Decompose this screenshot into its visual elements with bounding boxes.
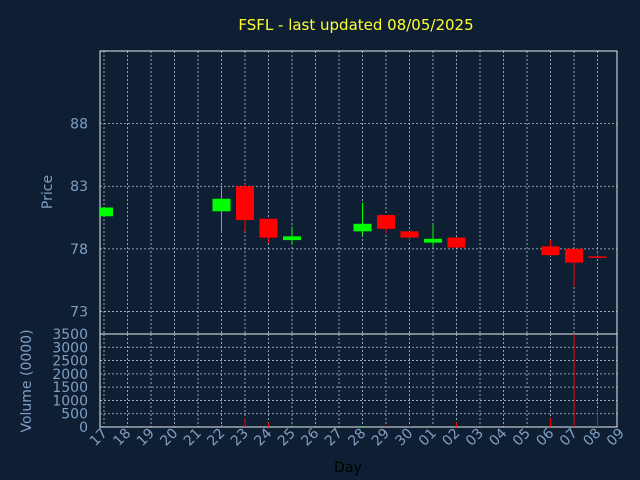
price-tick-label: 73 xyxy=(70,304,88,320)
candle-body xyxy=(447,237,466,248)
volume-panel-frame xyxy=(99,333,618,428)
volume-tick-label: 2000 xyxy=(52,367,88,383)
chart-title: FSFL - last updated 08/05/2025 xyxy=(238,16,473,34)
volume-tick-label: 3500 xyxy=(52,327,88,343)
candle-body xyxy=(424,238,442,243)
price-axis-ticks: 73 78 83 88 xyxy=(70,117,88,321)
day-axis-label: Day xyxy=(334,460,362,476)
candle-body xyxy=(377,215,395,229)
day-axis-ticks: 17 18 19 20 21 22 23 24 25 26 27 28 29 30 01 02 03 04 05 06… xyxy=(87,425,628,449)
candle-body xyxy=(353,223,372,232)
price-tick-label: 83 xyxy=(70,179,88,195)
volume-tick-label: 1500 xyxy=(52,380,88,396)
price-tick-label: 78 xyxy=(70,242,88,258)
volume-tick-label: 2500 xyxy=(52,354,88,370)
volume-tick-label: 0 xyxy=(79,420,88,436)
candle-body xyxy=(212,198,231,212)
candle-body xyxy=(100,207,113,217)
volume-axis-label: Volume (0000) xyxy=(19,329,35,432)
price-tick-label: 88 xyxy=(70,117,88,133)
volume-tick-label: 1000 xyxy=(52,393,88,409)
volume-tick-label: 500 xyxy=(61,407,88,423)
price-axis-label: Price xyxy=(40,175,56,209)
candle-body xyxy=(259,218,278,238)
volume-bars xyxy=(103,334,598,427)
volume-grid xyxy=(100,334,617,427)
volume-tick-label: 3000 xyxy=(52,340,88,356)
candle-body xyxy=(541,246,560,256)
candle-body xyxy=(400,231,419,238)
candle-body xyxy=(283,236,301,241)
candle-body xyxy=(565,248,583,263)
candle-body xyxy=(236,186,254,221)
candles xyxy=(100,183,607,287)
candle-body xyxy=(588,256,607,258)
